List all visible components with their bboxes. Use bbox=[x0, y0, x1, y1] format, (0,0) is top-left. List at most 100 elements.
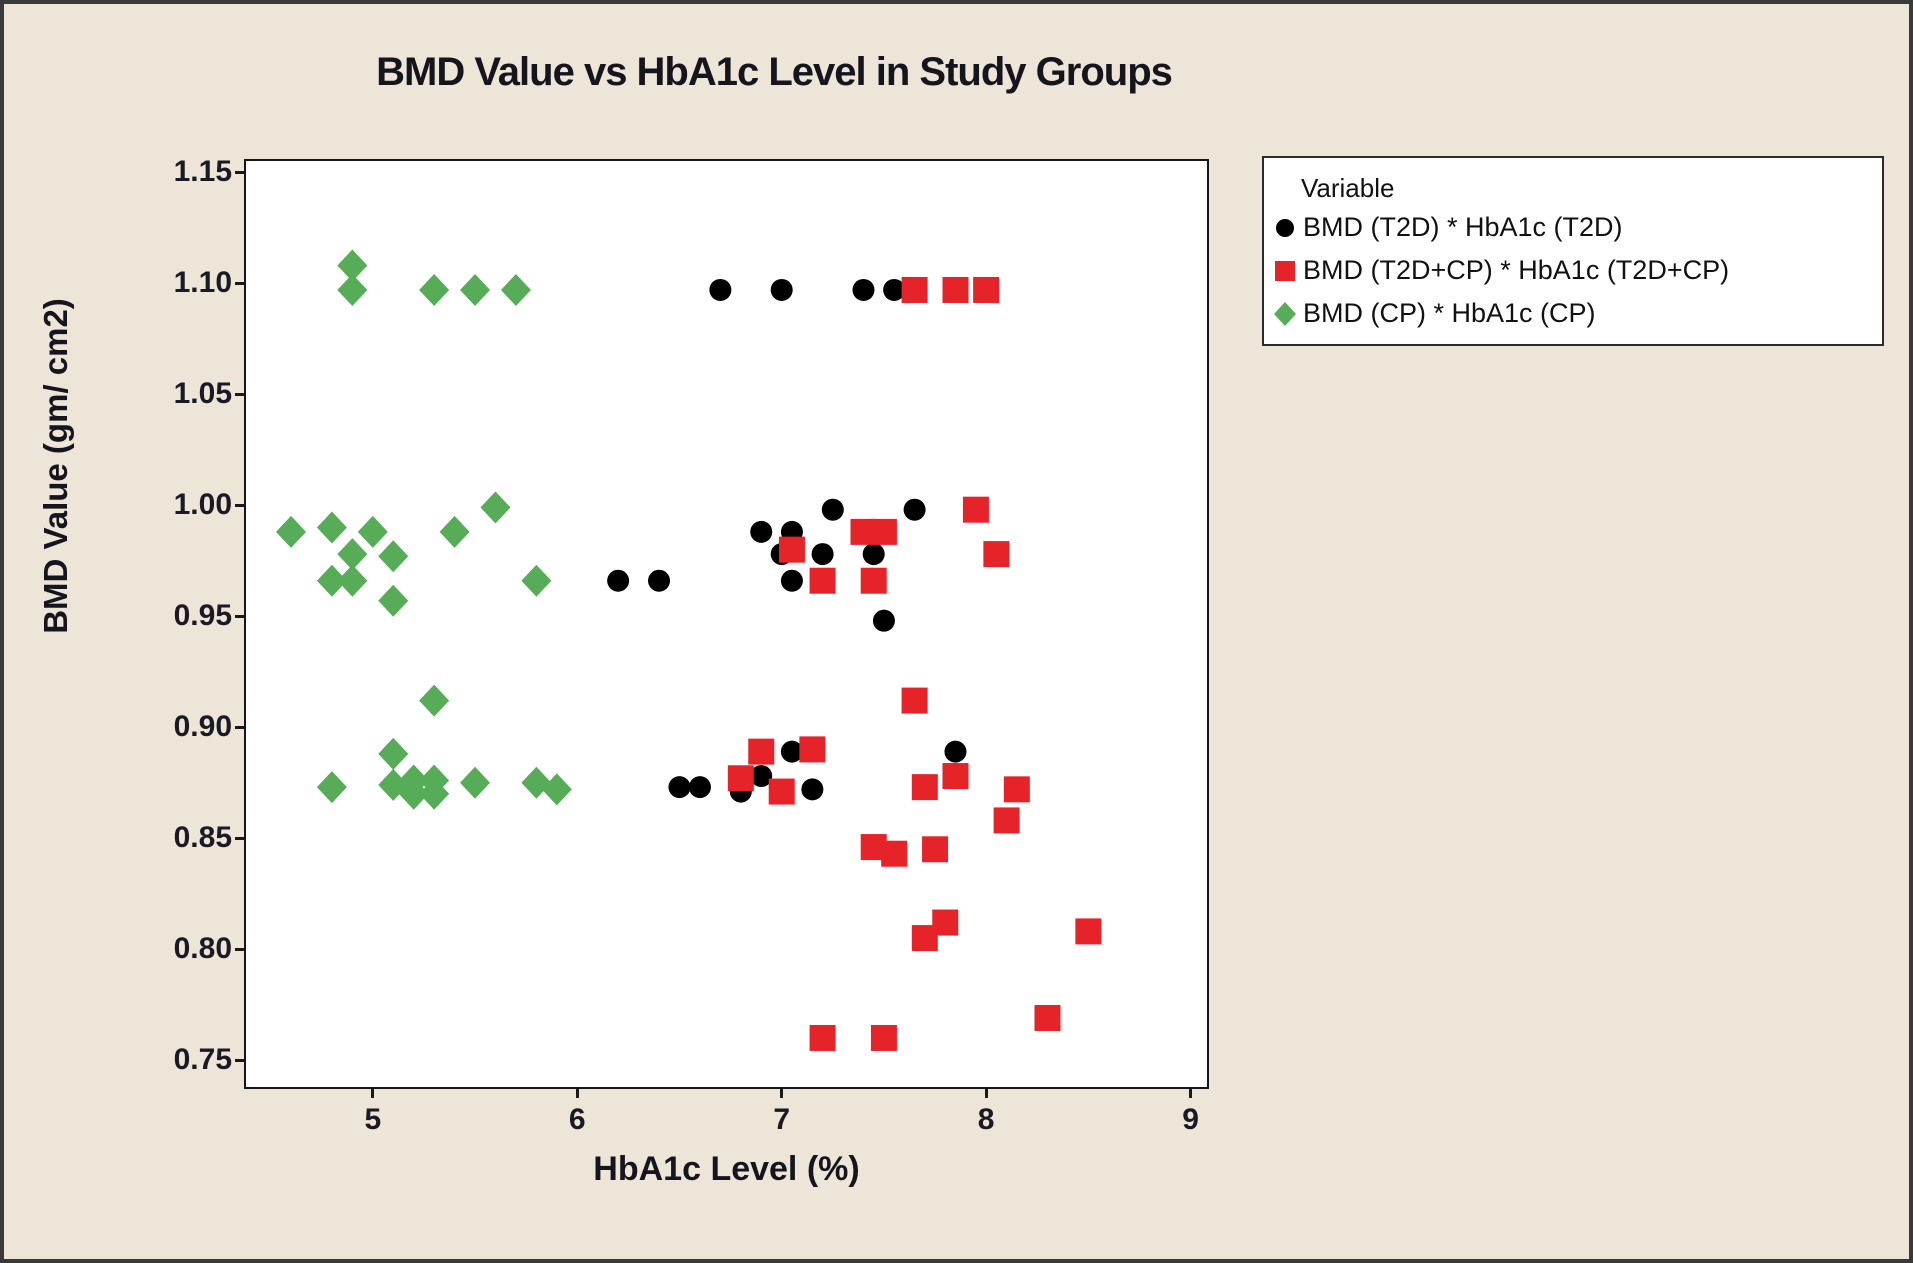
x-tick-mark bbox=[1189, 1089, 1193, 1098]
data-point-diamond bbox=[460, 766, 491, 799]
data-point-diamond bbox=[419, 273, 450, 306]
legend-label: BMD (T2D+CP) * HbA1c (T2D+CP) bbox=[1303, 255, 1730, 285]
data-point-square bbox=[1075, 918, 1102, 945]
data-point-diamond bbox=[521, 766, 552, 799]
data-point-square bbox=[983, 541, 1010, 568]
data-point-square bbox=[901, 687, 928, 714]
data-point-diamond bbox=[316, 564, 347, 597]
data-point-diamond bbox=[419, 684, 450, 717]
y-tick-mark bbox=[235, 281, 244, 285]
data-point-diamond bbox=[460, 273, 491, 306]
legend-marker-shape bbox=[1276, 218, 1294, 237]
data-point-circle bbox=[903, 498, 926, 521]
data-point-circle bbox=[709, 278, 732, 301]
data-point-square bbox=[1034, 1004, 1061, 1031]
y-axis-title: BMD Value (gm/ cm2) bbox=[37, 298, 74, 634]
y-tick-label: 0.90 bbox=[173, 710, 232, 744]
legend-title: Variable bbox=[1301, 173, 1395, 203]
data-point-square bbox=[809, 1024, 836, 1051]
y-tick-label: 1.10 bbox=[173, 266, 232, 300]
y-tick-mark bbox=[235, 725, 244, 729]
data-point-square bbox=[860, 567, 887, 594]
data-point-diamond bbox=[378, 584, 409, 617]
x-tick-label: 8 bbox=[977, 1103, 995, 1136]
data-point-circle bbox=[883, 278, 906, 301]
data-point-diamond bbox=[378, 737, 409, 770]
x-tick-mark bbox=[575, 1089, 579, 1098]
data-point-square bbox=[911, 925, 938, 952]
data-point-circle bbox=[750, 520, 773, 543]
data-point-diamond bbox=[378, 540, 409, 573]
y-tick-mark bbox=[235, 614, 244, 618]
data-point-diamond bbox=[337, 538, 368, 571]
data-point-circle bbox=[750, 765, 773, 788]
data-point-square bbox=[1003, 776, 1030, 803]
data-point-square bbox=[942, 276, 969, 303]
legend-label: BMD (T2D) * HbA1c (T2D) bbox=[1303, 212, 1623, 242]
data-point-diamond bbox=[357, 515, 388, 548]
y-tick-label: 1.15 bbox=[173, 155, 232, 189]
data-point-diamond bbox=[419, 777, 450, 810]
data-point-diamond bbox=[521, 564, 552, 597]
chart-title: BMD Value vs HbA1c Level in Study Groups bbox=[376, 50, 1173, 94]
data-point-diamond bbox=[398, 777, 429, 810]
data-point-square bbox=[799, 736, 826, 763]
data-point-square bbox=[870, 1024, 897, 1051]
data-point-circle bbox=[607, 569, 630, 592]
data-point-circle bbox=[811, 543, 834, 566]
y-tick-mark bbox=[235, 1058, 244, 1062]
legend-box: Variable BMD (T2D) * HbA1c (T2D) BMD (T2D… bbox=[1262, 156, 1884, 346]
legend-marker-square bbox=[1275, 260, 1295, 281]
data-point-circle bbox=[780, 569, 803, 592]
data-point-square bbox=[901, 276, 928, 303]
y-tick-label: 1.00 bbox=[173, 488, 232, 522]
data-point-circle bbox=[668, 776, 691, 799]
data-point-square bbox=[748, 738, 775, 765]
x-tick-mark bbox=[780, 1089, 784, 1098]
y-tick-label: 1.05 bbox=[173, 377, 232, 411]
plot-area bbox=[244, 159, 1209, 1089]
x-tick-label: 5 bbox=[364, 1103, 382, 1136]
data-point-square bbox=[911, 774, 938, 801]
y-tick-mark bbox=[235, 170, 244, 174]
data-point-square bbox=[881, 840, 908, 867]
x-axis-title: HbA1c Level (%) bbox=[593, 1150, 860, 1188]
data-point-circle bbox=[821, 498, 844, 521]
data-point-square bbox=[922, 836, 949, 863]
data-point-square bbox=[942, 763, 969, 790]
data-point-circle bbox=[801, 778, 824, 801]
data-point-circle bbox=[872, 609, 895, 632]
data-point-square bbox=[809, 567, 836, 594]
legend-label: BMD (CP) * HbA1c (CP) bbox=[1303, 298, 1596, 328]
legend-item: BMD (T2D+CP) * HbA1c (T2D+CP) bbox=[1264, 249, 1882, 292]
legend-marker-diamond bbox=[1274, 301, 1296, 326]
scatter-points-layer bbox=[276, 249, 1102, 1051]
data-point-square bbox=[993, 807, 1020, 834]
data-point-circle bbox=[770, 278, 793, 301]
data-point-square bbox=[727, 765, 754, 792]
y-tick-label: 0.75 bbox=[173, 1043, 232, 1077]
y-tick-label: 0.95 bbox=[173, 599, 232, 633]
legend-marker-shape bbox=[1274, 301, 1296, 326]
legend-items: BMD (T2D) * HbA1c (T2D) BMD (T2D+CP) * Hb… bbox=[1264, 206, 1882, 335]
x-tick-label: 9 bbox=[1182, 1103, 1199, 1136]
data-point-diamond bbox=[500, 273, 531, 306]
data-point-square bbox=[962, 496, 989, 523]
x-tick-label: 7 bbox=[773, 1103, 791, 1136]
legend-marker-circle bbox=[1276, 218, 1294, 237]
x-tick-mark bbox=[984, 1089, 988, 1098]
data-point-circle bbox=[688, 776, 711, 799]
data-point-diamond bbox=[541, 773, 572, 806]
data-point-circle bbox=[780, 740, 803, 763]
data-point-square bbox=[768, 778, 795, 805]
data-point-diamond bbox=[439, 515, 470, 548]
y-tick-mark bbox=[235, 836, 244, 840]
y-tick-label: 0.80 bbox=[173, 932, 232, 966]
legend-item: BMD (CP) * HbA1c (CP) bbox=[1264, 292, 1882, 335]
data-point-square bbox=[778, 536, 805, 563]
x-tick-mark bbox=[371, 1089, 375, 1098]
data-point-diamond bbox=[337, 564, 368, 597]
data-point-diamond bbox=[316, 511, 347, 544]
y-tick-mark bbox=[235, 503, 244, 507]
